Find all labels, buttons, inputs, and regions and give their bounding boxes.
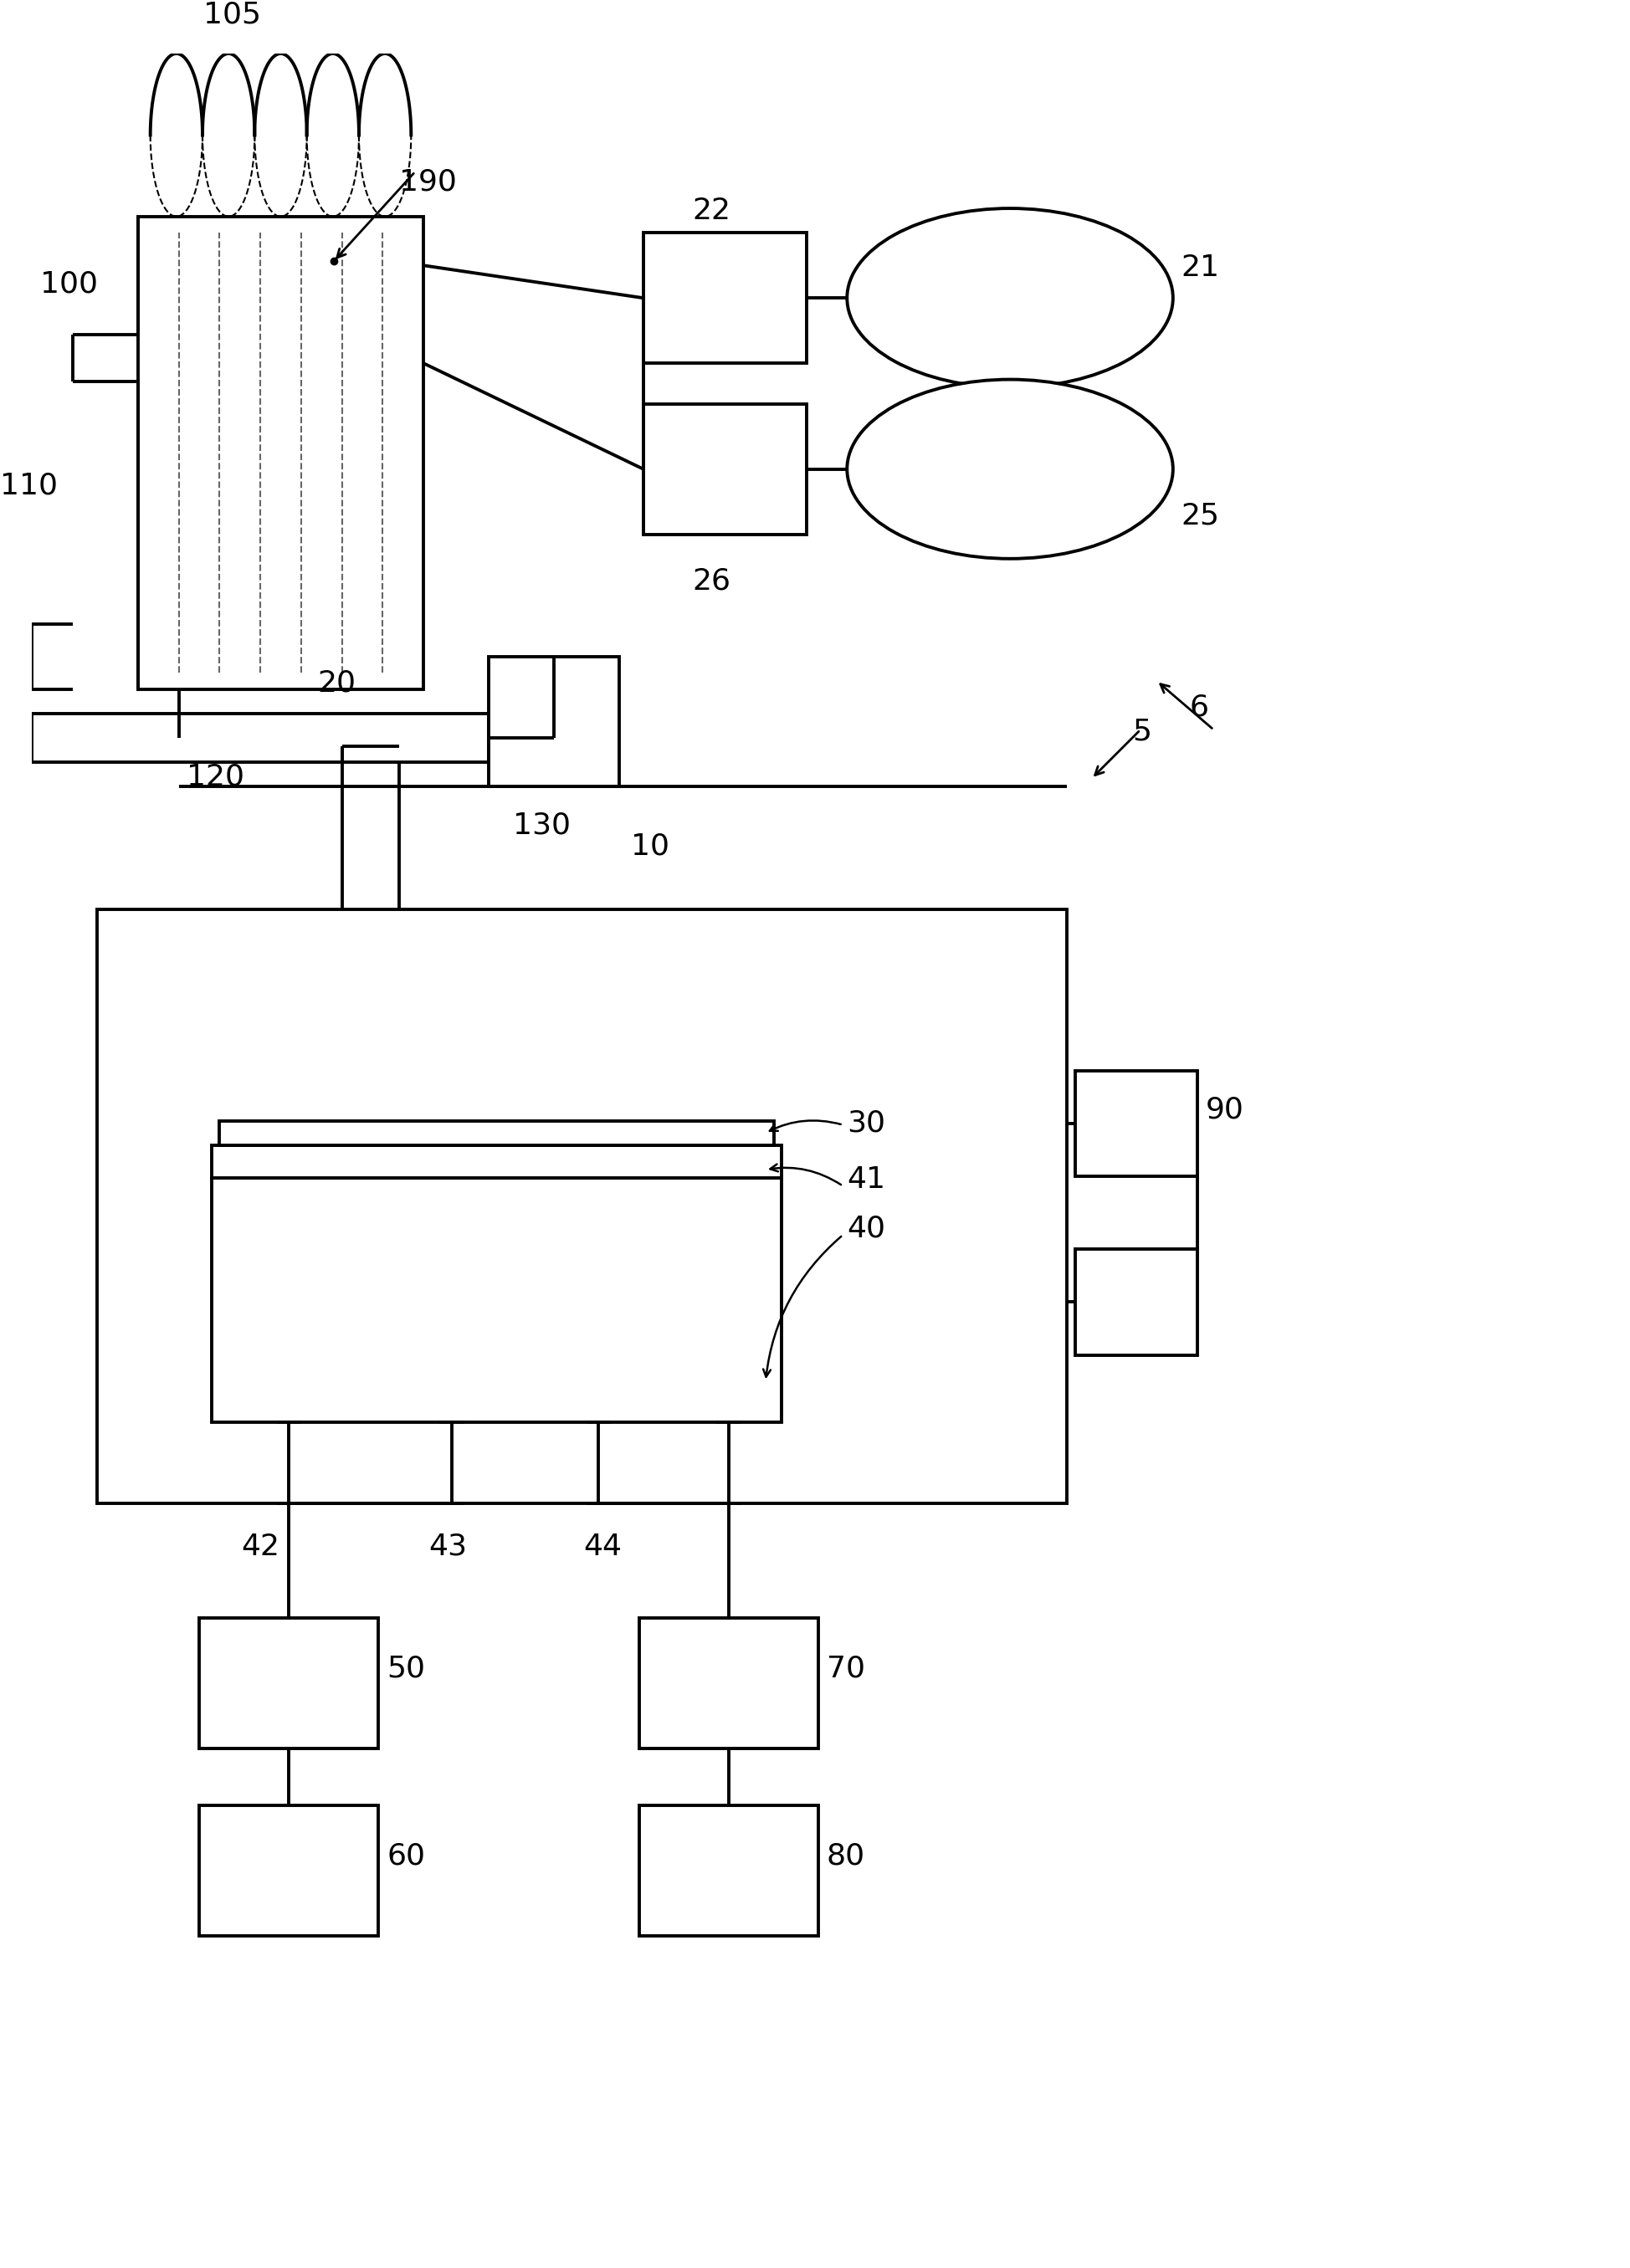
Bar [212, 1177, 782, 1422]
Text: 105: 105 [204, 0, 261, 29]
Text: 110: 110 [0, 472, 57, 499]
Text: 21: 21 [1182, 254, 1219, 281]
Text: 40: 40 [848, 1216, 885, 1243]
Text: 6: 6 [1190, 694, 1208, 721]
Bar [1076, 1070, 1198, 1177]
Text: 42: 42 [241, 1533, 280, 1560]
Text: 20: 20 [318, 669, 355, 696]
Bar [199, 1617, 378, 1749]
Bar [212, 1145, 782, 1177]
Text: 25: 25 [1182, 501, 1219, 531]
Bar [98, 909, 1068, 1504]
Text: 30: 30 [848, 1109, 885, 1136]
Bar [199, 1805, 378, 1935]
Text: 120: 120 [187, 762, 244, 792]
Bar [639, 1805, 818, 1935]
Text: 90: 90 [1206, 1095, 1244, 1123]
Text: 26: 26 [693, 567, 730, 594]
Text: 44: 44 [584, 1533, 621, 1560]
Text: 80: 80 [826, 1842, 866, 1871]
Text: 41: 41 [848, 1166, 885, 1195]
Text: 100: 100 [41, 270, 98, 297]
Ellipse shape [848, 379, 1174, 558]
Bar [1076, 1250, 1198, 1354]
Text: 190: 190 [399, 168, 456, 195]
Text: 130: 130 [513, 812, 570, 839]
Text: 60: 60 [386, 1842, 425, 1871]
Text: 50: 50 [386, 1653, 425, 1683]
Text: 5: 5 [1133, 717, 1151, 746]
Text: 10: 10 [631, 832, 670, 860]
Bar [139, 215, 424, 689]
Text: 22: 22 [693, 197, 730, 225]
Ellipse shape [848, 209, 1174, 388]
Text: 70: 70 [826, 1653, 866, 1683]
Bar [33, 714, 489, 762]
Bar [489, 655, 619, 787]
Bar [644, 234, 807, 363]
Text: 43: 43 [429, 1533, 468, 1560]
Bar [639, 1617, 818, 1749]
Bar [644, 404, 807, 535]
Bar [220, 1120, 774, 1145]
